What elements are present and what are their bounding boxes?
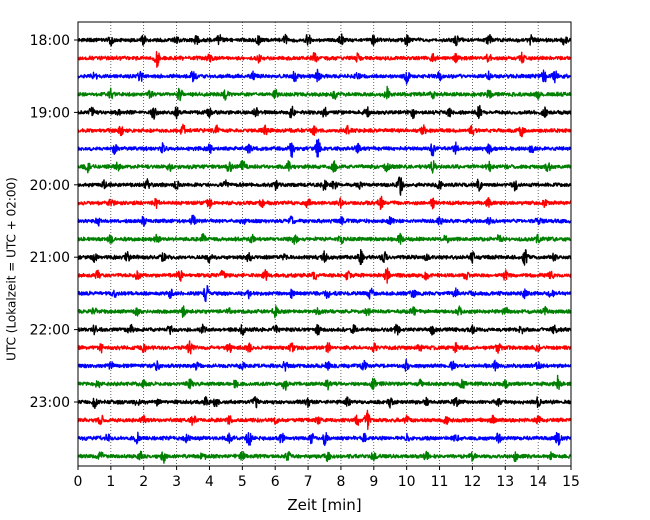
- trace-2200: [77, 323, 572, 336]
- x-tick-label: 3: [172, 474, 181, 490]
- x-tick-label: 10: [398, 474, 416, 490]
- trace-1845: [77, 85, 572, 102]
- trace-2215: [77, 340, 572, 355]
- x-tick-label: 14: [529, 474, 547, 490]
- trace-2300: [77, 395, 572, 409]
- trace-1930: [77, 138, 572, 159]
- trace-2030: [77, 214, 572, 227]
- y-axis-label: UTC (Lokalzeit = UTC + 02:00): [5, 177, 19, 361]
- trace-2045: [77, 232, 572, 245]
- trace-1915: [77, 123, 572, 138]
- trace-2315: [77, 409, 572, 431]
- trace-1945: [77, 159, 572, 174]
- x-axis-label: Zeit [min]: [287, 496, 361, 514]
- x-tick-label: 2: [139, 474, 148, 490]
- trace-2145: [77, 305, 572, 319]
- trace-2230: [77, 358, 572, 372]
- trace-2245: [77, 374, 572, 391]
- y-tick-label: 22:00: [30, 323, 70, 339]
- x-tick-label: 15: [562, 474, 580, 490]
- trace-2345: [77, 450, 572, 464]
- x-tick-label: 8: [336, 474, 345, 490]
- trace-2100: [77, 248, 572, 266]
- x-tick-label: 0: [74, 474, 83, 490]
- x-tick-label: 7: [304, 474, 313, 490]
- plot-frame: [77, 21, 572, 467]
- trace-2015: [77, 195, 572, 211]
- y-tick-label: 20:00: [30, 178, 70, 194]
- trace-1815: [77, 50, 572, 68]
- y-tick-label: 19:00: [30, 105, 70, 121]
- trace-layer: [77, 33, 572, 464]
- x-tick-label: 1: [106, 474, 115, 490]
- x-tick-label: 6: [271, 474, 280, 490]
- trace-2130: [77, 284, 572, 303]
- trace-2000: [77, 176, 572, 196]
- y-tick-layer: 18:00 19:00 20:00 21:00 22:00 23:00: [30, 33, 78, 411]
- x-tick-label: 5: [238, 474, 247, 490]
- x-tick-label: 13: [496, 474, 514, 490]
- y-tick-label: 23:00: [30, 395, 70, 411]
- x-tick-layer: 0 1 2 3 4 5 6 7 8 9 10 11 12 13 14 15: [74, 466, 580, 490]
- y-tick-label: 18:00: [30, 33, 70, 49]
- trace-2115: [77, 267, 572, 284]
- grid-layer: [110, 22, 539, 466]
- trace-1830: [77, 68, 572, 85]
- x-tick-label: 12: [463, 474, 481, 490]
- trace-1800: [77, 33, 572, 47]
- trace-2330: [77, 431, 572, 447]
- y-tick-label: 21:00: [30, 250, 70, 266]
- x-tick-label: 11: [431, 474, 449, 490]
- x-tick-label: 9: [369, 474, 378, 490]
- trace-1900: [77, 104, 572, 120]
- x-tick-label: 4: [205, 474, 214, 490]
